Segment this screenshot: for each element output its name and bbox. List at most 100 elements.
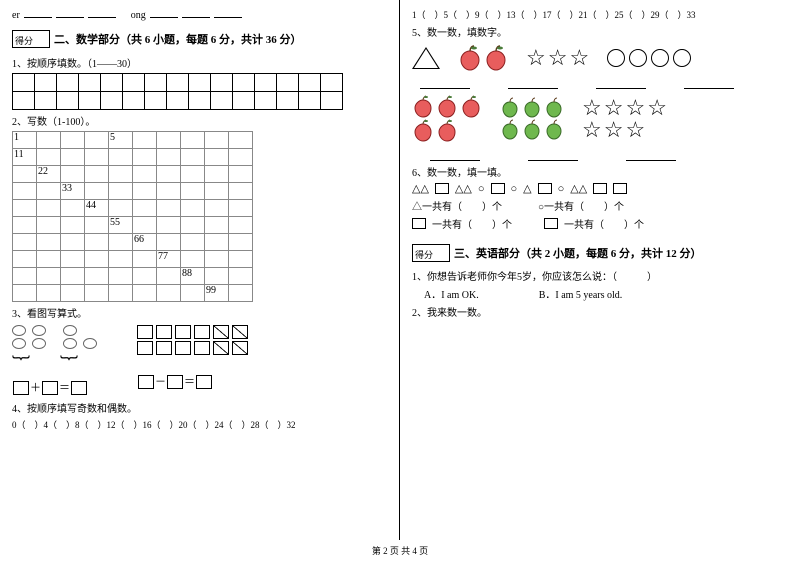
sq-icon: [156, 341, 172, 355]
blank[interactable]: [24, 8, 52, 18]
green-apple-icon: [522, 97, 542, 119]
star-icon: ☆: [582, 97, 602, 119]
even-sequence[interactable]: 0（ ）4（ ）8（ ）12（ ）16（ ）20（ ）24（ ）28（ ）32: [12, 418, 387, 431]
e1-option-b[interactable]: B．I am 5 years old.: [539, 286, 623, 301]
star-icon: ☆: [604, 119, 624, 141]
blank[interactable]: [88, 8, 116, 18]
oval-icon: [12, 325, 26, 336]
q3-text: 3、看图写算式。: [12, 305, 387, 320]
answer-blank[interactable]: [430, 149, 480, 161]
star-icon: ☆: [625, 119, 645, 141]
red-apples-2: [458, 45, 508, 71]
star-icon: ☆: [548, 47, 568, 69]
q6-text: 6、数一数，填一填。: [412, 164, 788, 179]
brace-icon: ︸ ︸: [12, 351, 97, 377]
grid-1-30[interactable]: [12, 73, 343, 110]
apple-icon: [436, 95, 458, 119]
score-box[interactable]: 得分: [12, 30, 50, 48]
sq-crossed-icon: [213, 341, 229, 355]
q3-right-group: －＝: [137, 323, 248, 397]
blank[interactable]: [182, 8, 210, 18]
q6-shape-row: △△ △△○ ○△ ○△△: [412, 182, 788, 195]
q3-left-group: ︸ ︸ ＋＝: [12, 323, 97, 397]
green-apples-6: [500, 97, 564, 141]
oval-icon: [63, 325, 77, 336]
triangle-icon: [412, 47, 440, 69]
circ-count[interactable]: ○一共有（ ）个: [538, 198, 624, 213]
q1-text: 1、按顺序填数。（1——30）: [12, 55, 387, 70]
sq2-count[interactable]: 一共有（ ）个: [564, 216, 644, 231]
odd-sequence[interactable]: 1（ ）5（ ）9（ ）13（ ）17（ ）21（ ）25（ ）29（ ）33: [412, 8, 788, 21]
section-3-title: 三、英语部分（共 2 小题，每题 6 分，共计 12 分）: [454, 245, 702, 261]
q5-row2: ☆☆☆☆ ☆☆☆: [412, 95, 788, 143]
green-apple-icon: [544, 119, 564, 141]
sq1-count[interactable]: 一共有（ ）个: [432, 216, 512, 231]
star-icon: ☆: [569, 47, 589, 69]
apple-icon: [412, 95, 434, 119]
sq-icon: [194, 325, 210, 339]
oval-icon: [83, 338, 97, 349]
red-apples-5: [412, 95, 482, 143]
e1-option-a[interactable]: A．I am OK.: [424, 286, 479, 301]
score-box[interactable]: 得分: [412, 244, 450, 262]
e1-text: 1、你想告诉老师你今年5岁，你应该怎么说：（ ）: [412, 268, 788, 283]
q2-text: 2、写数（1-100）。: [12, 113, 387, 128]
star-icon: ☆: [625, 97, 645, 119]
pinyin-er: er: [12, 10, 20, 21]
q4-text: 4、按顺序填写奇数和偶数。: [12, 400, 387, 415]
equation-minus[interactable]: －＝: [137, 373, 248, 389]
answer-blank[interactable]: [528, 149, 578, 161]
equation-plus[interactable]: ＋＝: [12, 379, 97, 395]
pinyin-row: er ong: [12, 8, 387, 21]
page-footer: 第 2 页 共 4 页: [0, 540, 800, 561]
pinyin-ong: ong: [131, 10, 146, 21]
tri-count[interactable]: △一共有（ ）个: [412, 198, 502, 213]
answer-blank[interactable]: [420, 77, 470, 89]
green-apple-icon: [500, 97, 520, 119]
star-icon: ☆: [604, 97, 624, 119]
apple-icon: [484, 45, 508, 71]
sq-icon: [137, 341, 153, 355]
sq-icon: [137, 325, 153, 339]
answer-blank[interactable]: [626, 149, 676, 161]
q5-text: 5、数一数，填数字。: [412, 24, 788, 39]
sq-crossed-icon: [213, 325, 229, 339]
answer-blank[interactable]: [684, 77, 734, 89]
star-icon: ☆: [582, 119, 602, 141]
oval-icon: [32, 338, 46, 349]
circle-icon: [651, 49, 669, 67]
circle-icon: [673, 49, 691, 67]
apple-icon: [458, 45, 482, 71]
oval-icon: [12, 338, 26, 349]
blank[interactable]: [150, 8, 178, 18]
answer-blank[interactable]: [596, 77, 646, 89]
blank[interactable]: [56, 8, 84, 18]
q5-row1: ☆☆☆: [412, 45, 788, 71]
sq-icon: [544, 218, 558, 229]
grid-1-100[interactable]: 15 11 22 33 44 55 66 77 88 99: [12, 131, 253, 302]
sq-icon: [175, 341, 191, 355]
sq-icon: [175, 325, 191, 339]
sq-icon: [412, 218, 426, 229]
circles-4: [607, 49, 691, 67]
oval-icon: [32, 325, 46, 336]
e2-text: 2、我来数一数。: [412, 304, 788, 319]
star-icon: ☆: [647, 97, 667, 119]
stars-7: ☆☆☆☆ ☆☆☆: [582, 97, 667, 141]
circle-icon: [629, 49, 647, 67]
answer-blank[interactable]: [508, 77, 558, 89]
apple-icon: [436, 119, 458, 143]
apple-icon: [412, 119, 434, 143]
stars-3: ☆☆☆: [526, 47, 589, 69]
sq-icon: [194, 341, 210, 355]
green-apple-icon: [500, 119, 520, 141]
sq-crossed-icon: [232, 325, 248, 339]
apple-icon: [460, 95, 482, 119]
green-apple-icon: [544, 97, 564, 119]
green-apple-icon: [522, 119, 542, 141]
blank[interactable]: [214, 8, 242, 18]
star-icon: ☆: [526, 47, 546, 69]
circle-icon: [607, 49, 625, 67]
sq-icon: [156, 325, 172, 339]
oval-icon: [63, 338, 77, 349]
